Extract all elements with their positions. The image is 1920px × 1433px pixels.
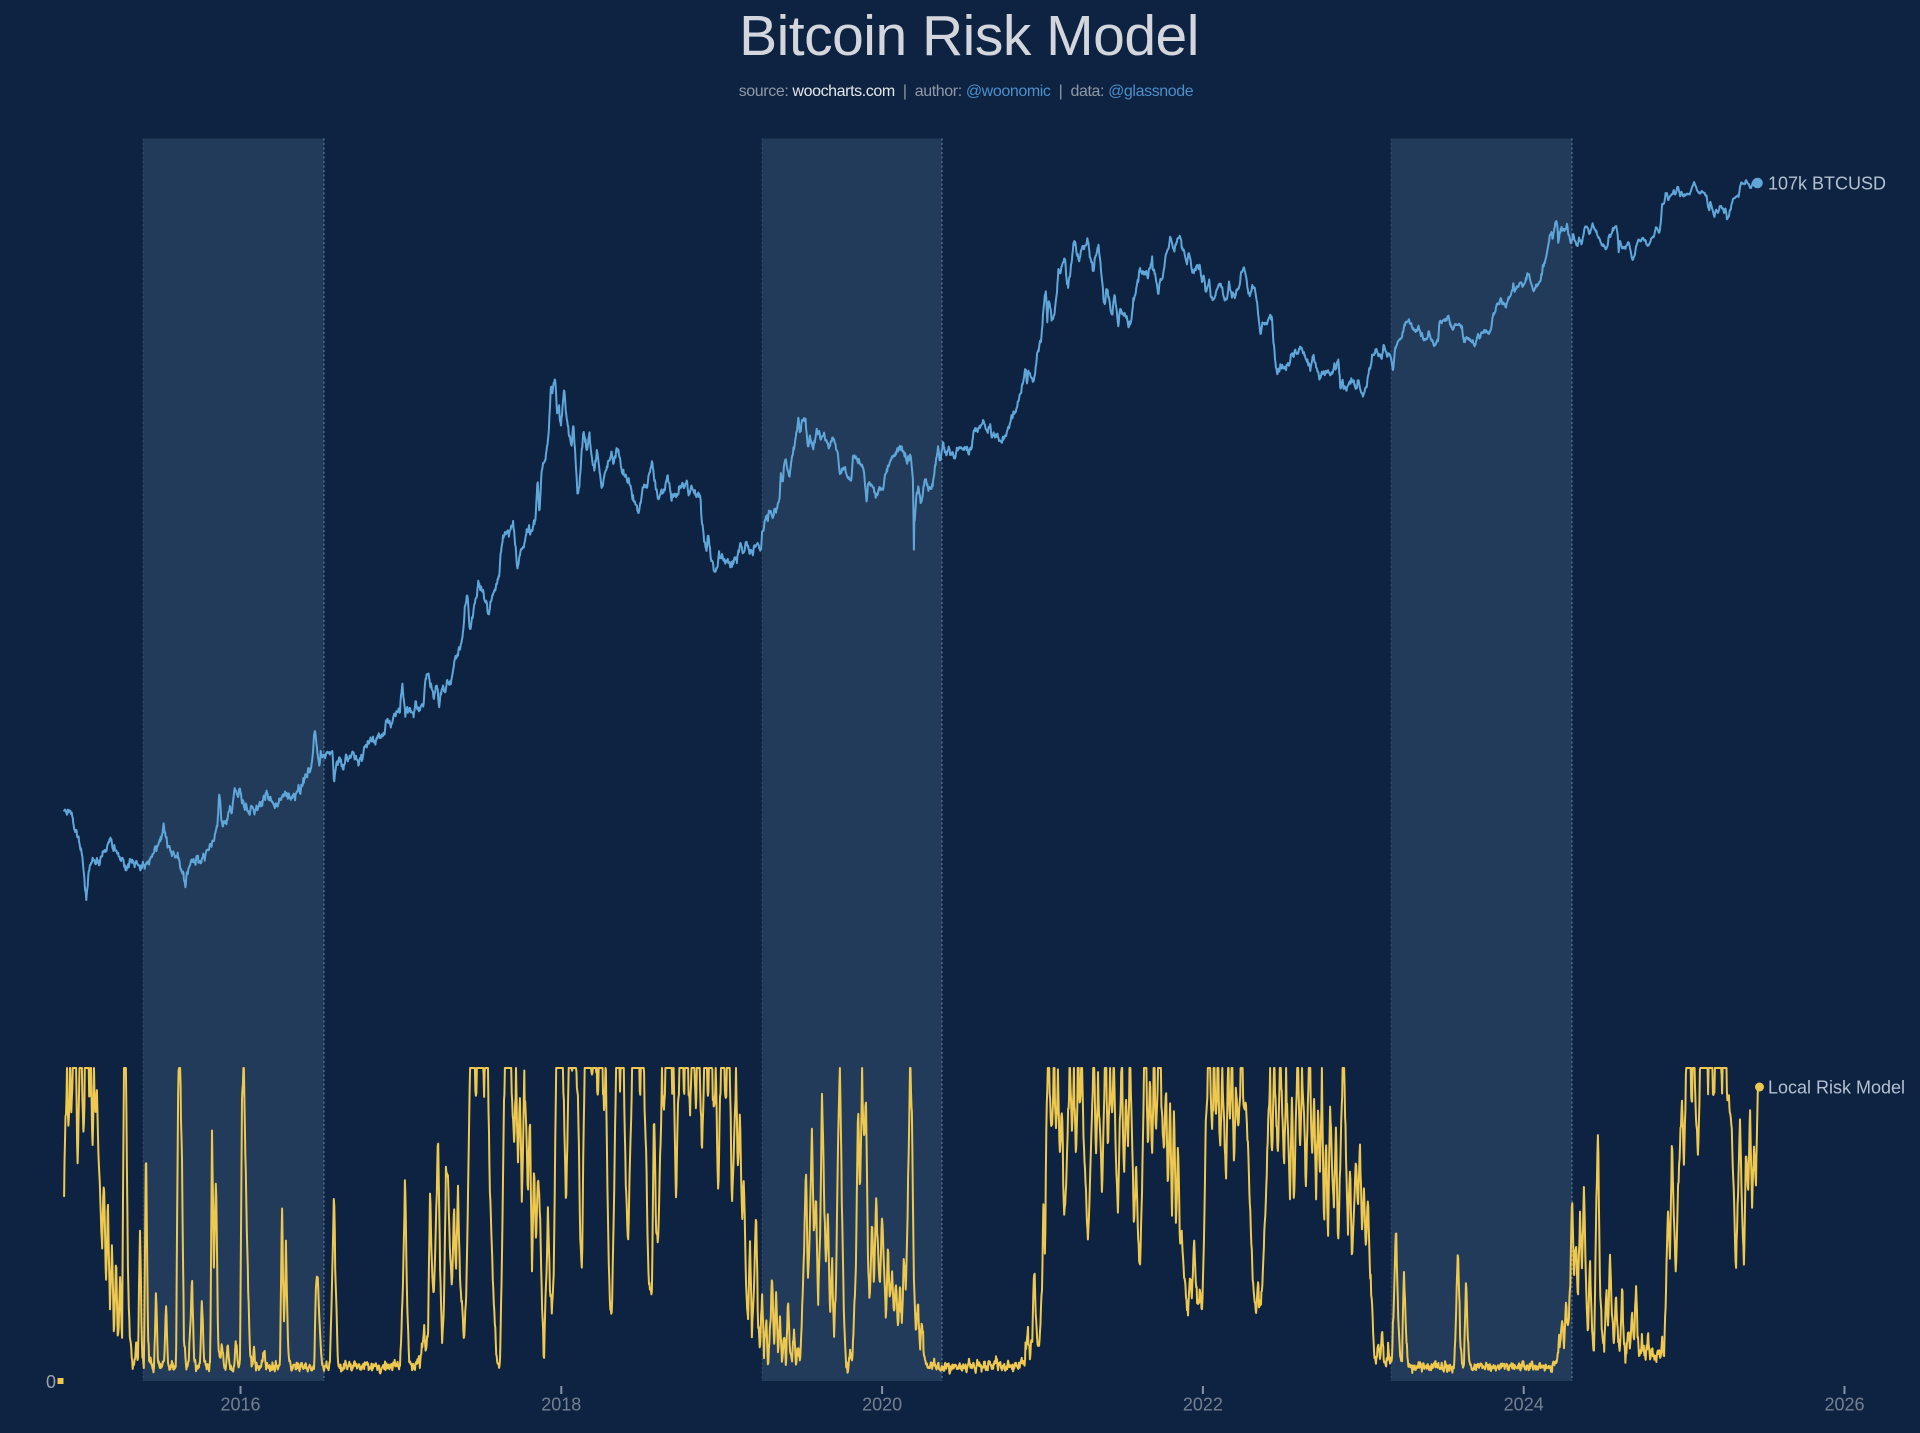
svg-text:0: 0 (46, 1372, 56, 1392)
svg-text:107k BTCUSD: 107k BTCUSD (1768, 174, 1886, 194)
svg-text:2018: 2018 (541, 1395, 581, 1415)
svg-text:2026: 2026 (1824, 1395, 1864, 1415)
svg-text:2022: 2022 (1183, 1395, 1223, 1415)
svg-text:2016: 2016 (220, 1395, 260, 1415)
svg-text:2024: 2024 (1504, 1395, 1544, 1415)
svg-text:2020: 2020 (862, 1395, 902, 1415)
svg-text:Local Risk Model: Local Risk Model (1768, 1078, 1905, 1098)
